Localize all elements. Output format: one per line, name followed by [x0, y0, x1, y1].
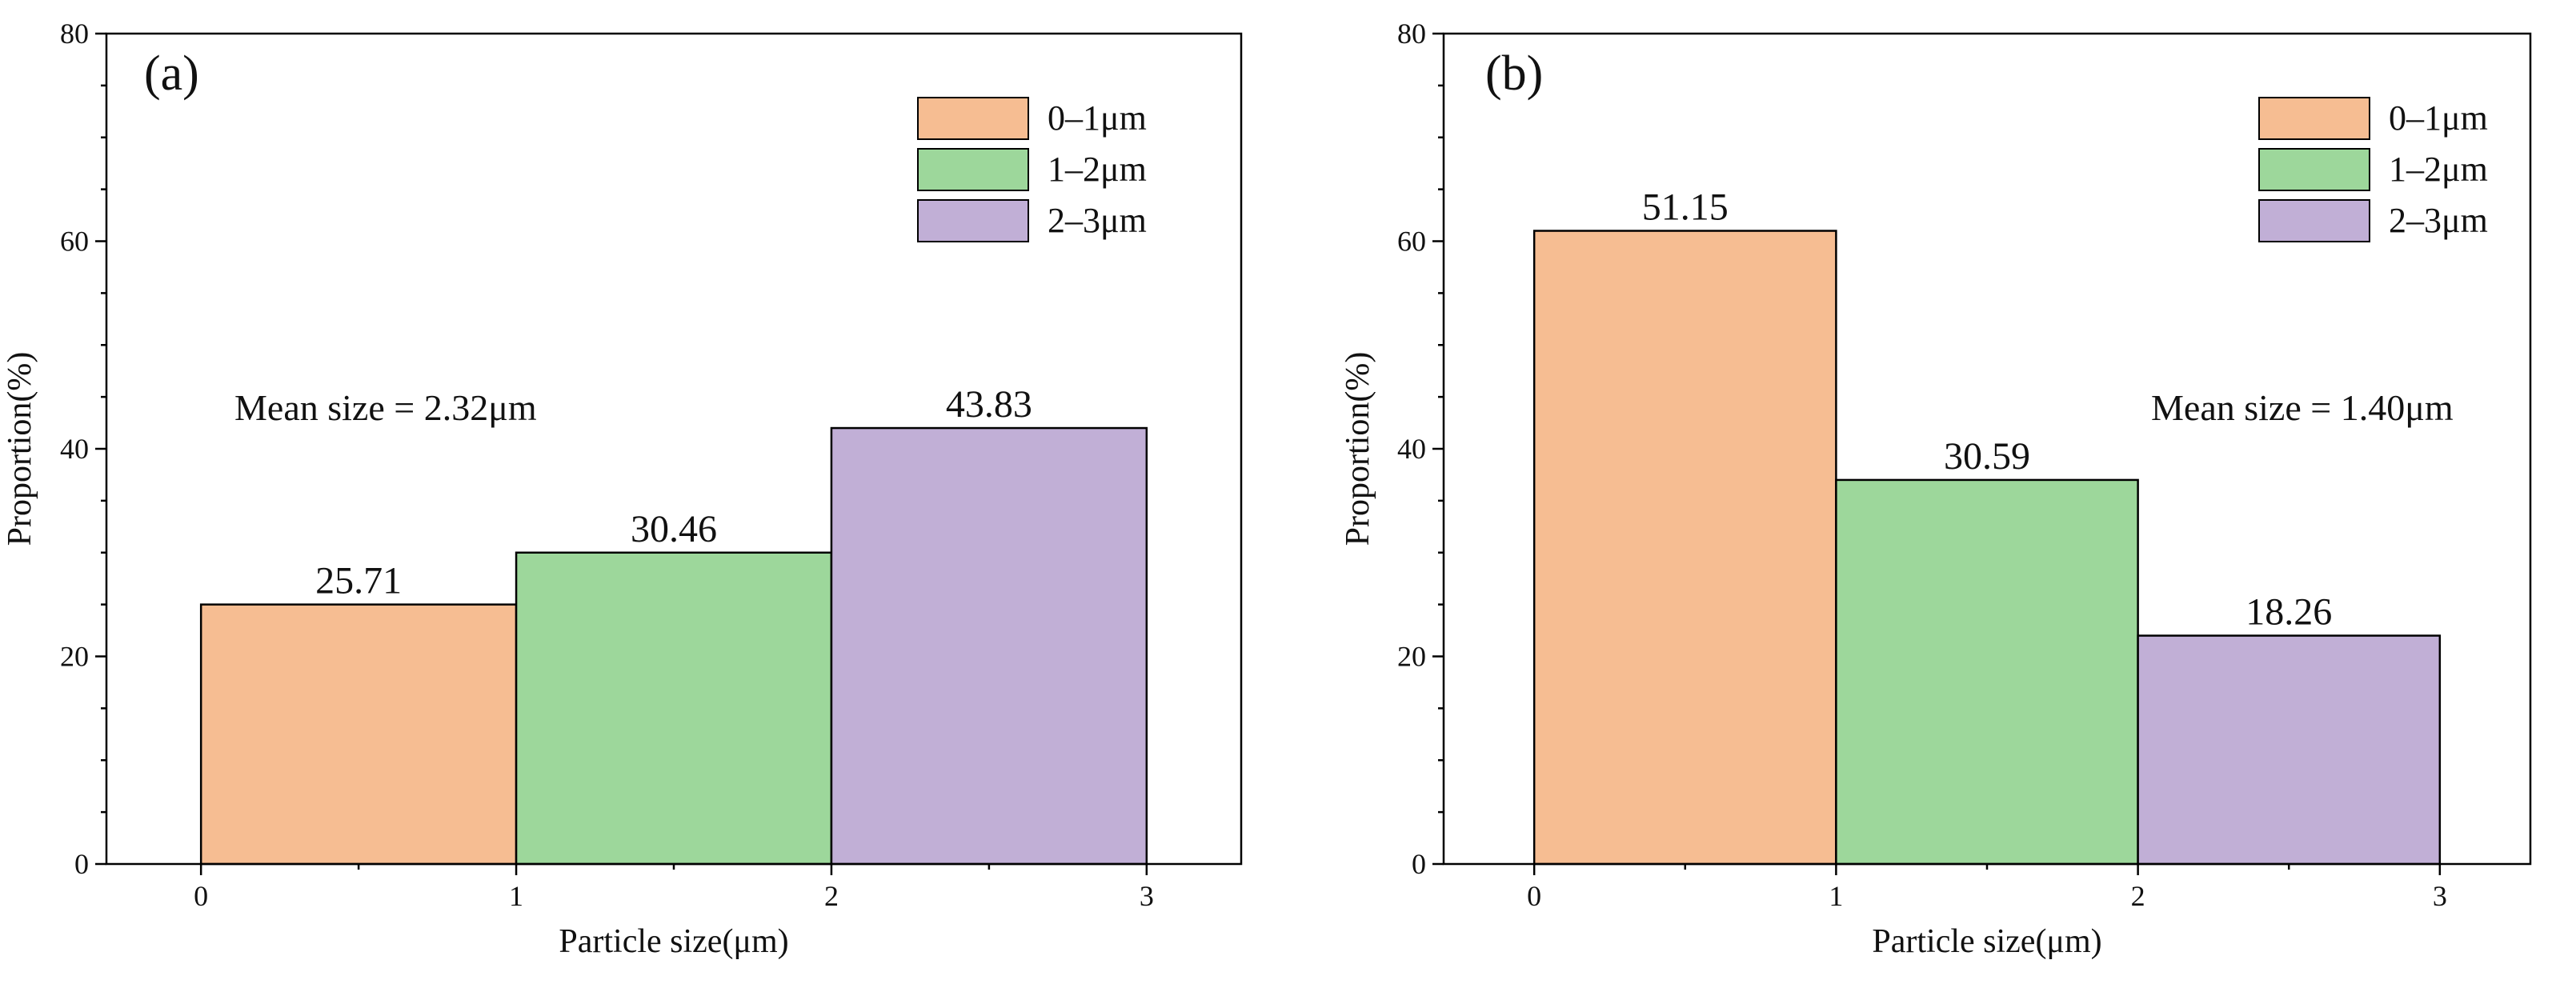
- bar-value-label: 18.26: [2245, 591, 2332, 634]
- mean-size-annotation: Mean size = 2.32μm: [234, 387, 537, 428]
- legend: 0–1μm 1–2μm 2–3μm: [917, 97, 1147, 242]
- legend-entry: 1–2μm: [1048, 150, 1147, 189]
- x-tick-label: 3: [2433, 880, 2447, 912]
- y-axis-title: Proportion(%): [2, 352, 38, 546]
- legend-swatch: [2258, 148, 2370, 191]
- chart-panel-b: 51.15 30.59 18.26 0 20 40 60 80 0 1 2 3 Particle siz…: [1340, 18, 2532, 960]
- bar-1–2μm: [515, 551, 833, 866]
- bar-1–2μm: [1835, 478, 2139, 866]
- x-tick-label: 1: [1829, 880, 1843, 912]
- bar-2–3μm: [2137, 634, 2442, 866]
- legend-swatch: [2258, 199, 2370, 242]
- y-tick-label: 20: [1397, 641, 1426, 673]
- y-tick-label: 80: [60, 18, 89, 50]
- y-tick-label: 20: [60, 641, 89, 673]
- bar-value-label: 30.46: [631, 508, 717, 550]
- bar-value-label: 25.71: [315, 560, 402, 602]
- x-tick-label: 3: [1140, 880, 1154, 912]
- bar-0–1μm: [1532, 230, 1837, 866]
- y-tick-label: 0: [74, 848, 89, 880]
- bar-0–1μm: [199, 603, 518, 866]
- y-tick-label: 40: [60, 433, 89, 465]
- y-tick-label: 0: [1412, 848, 1426, 880]
- y-axis-title: Proportion(%): [1340, 352, 1376, 546]
- x-tick-label: 1: [509, 880, 523, 912]
- legend-swatch: [2258, 97, 2370, 140]
- panel-label: (a): [144, 46, 199, 101]
- bar-value-label: 30.59: [1944, 435, 2030, 478]
- x-tick-label: 0: [194, 880, 208, 912]
- x-tick-label: 0: [1527, 880, 1541, 912]
- y-tick-label: 60: [60, 226, 89, 258]
- legend-entry: 2–3μm: [1048, 201, 1147, 240]
- panel-label: (b): [1485, 46, 1543, 101]
- legend-entry: 0–1μm: [2389, 98, 2488, 138]
- legend: 0–1μm 1–2μm 2–3μm: [2258, 97, 2488, 242]
- mean-size-annotation: Mean size = 1.40μm: [2151, 387, 2454, 428]
- bar-value-label: 51.15: [1642, 186, 1729, 229]
- bar-value-label: 43.83: [946, 383, 1032, 426]
- x-axis-title: Particle size(μm): [1872, 923, 2101, 960]
- chart-panel-a: 25.71 30.46 43.83 0 20 40 60 80 0 1 2 3 Particle siz…: [2, 18, 1243, 960]
- legend-entry: 2–3μm: [2389, 201, 2488, 240]
- y-tick-label: 40: [1397, 433, 1426, 465]
- legend-swatch: [917, 199, 1029, 242]
- bar-2–3μm: [830, 426, 1148, 866]
- y-tick-label: 60: [1397, 226, 1426, 258]
- legend-entry: 0–1μm: [1048, 98, 1147, 138]
- y-tick-label: 80: [1397, 18, 1426, 50]
- legend-swatch: [917, 148, 1029, 191]
- legend-entry: 1–2μm: [2389, 150, 2488, 189]
- x-tick-label: 2: [824, 880, 839, 912]
- x-axis-title: Particle size(μm): [559, 923, 788, 960]
- legend-swatch: [917, 97, 1029, 140]
- x-tick-label: 2: [2131, 880, 2145, 912]
